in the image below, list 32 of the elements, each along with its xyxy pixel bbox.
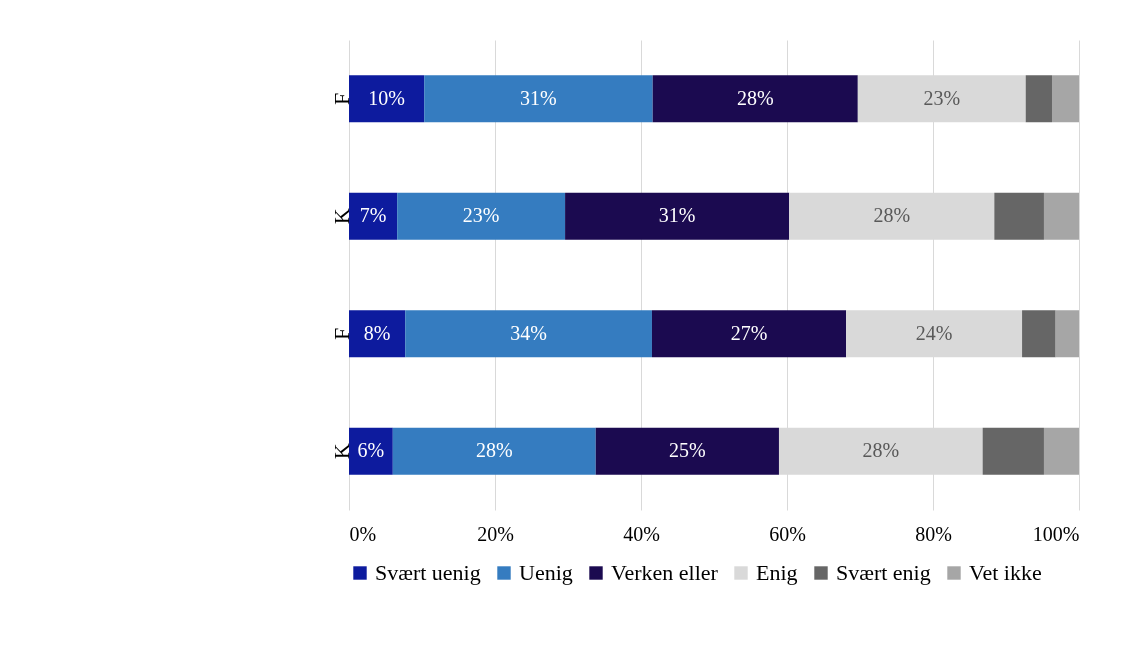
y-tick-label: K: [328, 443, 354, 460]
data-label: 10%: [368, 86, 405, 109]
legend-label: Svært uenig: [375, 560, 481, 585]
x-tick-label: 60%: [769, 522, 806, 545]
data-label: 28%: [862, 439, 900, 462]
data-label: 28%: [873, 204, 911, 227]
data-label: 7%: [359, 204, 387, 227]
data-label: 34%: [510, 321, 547, 344]
y-tick-label: K: [328, 208, 354, 225]
legend-label: Uenig: [519, 560, 573, 585]
x-tick-label: 20%: [477, 522, 514, 545]
x-tick-label: 100%: [1032, 522, 1080, 545]
x-tick-label: 80%: [915, 522, 952, 545]
data-label: 24%: [915, 321, 953, 344]
legend-label: Verken eller: [611, 560, 719, 585]
data-label: 8%: [363, 321, 391, 344]
legend-label: Svært enig: [836, 560, 931, 585]
data-label: 25%: [669, 439, 706, 462]
data-label: 28%: [475, 439, 513, 462]
data-label: 23%: [923, 86, 961, 109]
x-tick-label: 40%: [623, 522, 660, 545]
data-label: 31%: [658, 204, 696, 227]
data-label: 27%: [730, 321, 768, 344]
y-tick-label: F: [328, 327, 354, 340]
data-label: 23%: [462, 204, 500, 227]
data-label: 31%: [520, 86, 557, 109]
y-tick-label: F: [328, 92, 354, 105]
legend-label: Enig: [756, 560, 798, 585]
data-label: 6%: [357, 439, 385, 462]
data-label: 28%: [736, 86, 774, 109]
x-tick-label: 0%: [349, 522, 377, 545]
legend-label: Vet ikke: [969, 560, 1042, 585]
